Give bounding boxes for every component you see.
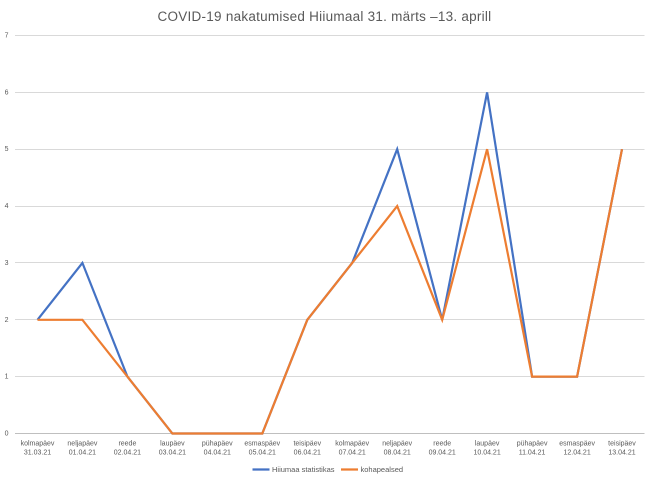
svg-text:2: 2 [5,317,9,324]
svg-text:07.04.21: 07.04.21 [339,450,366,457]
svg-text:05.04.21: 05.04.21 [249,450,276,457]
svg-text:4: 4 [5,203,9,210]
svg-text:reede: reede [433,441,451,448]
svg-text:laupäev: laupäev [160,441,185,448]
svg-text:kolmapäev: kolmapäev [335,441,369,448]
svg-text:7: 7 [5,33,9,40]
svg-text:5: 5 [5,146,9,153]
svg-text:11.04.21: 11.04.21 [519,450,546,457]
svg-text:04.04.21: 04.04.21 [204,450,231,457]
svg-text:02.04.21: 02.04.21 [114,450,141,457]
svg-text:Hiiumaa statistikas: Hiiumaa statistikas [272,465,335,474]
svg-text:09.04.21: 09.04.21 [429,450,456,457]
svg-text:kolmapäev: kolmapäev [21,441,55,448]
svg-text:1: 1 [5,374,9,381]
svg-text:6: 6 [5,89,9,96]
svg-text:reede: reede [118,441,136,448]
svg-text:COVID-19 nakatumised Hiiumaal: COVID-19 nakatumised Hiiumaal 31. märts … [158,9,492,24]
svg-text:laupäev: laupäev [475,441,500,448]
svg-text:10.04.21: 10.04.21 [473,450,500,457]
svg-text:06.04.21: 06.04.21 [294,450,321,457]
svg-text:neljapäev: neljapäev [67,441,97,448]
svg-text:01.04.21: 01.04.21 [69,450,96,457]
svg-text:esmaspäev: esmaspäev [244,441,280,448]
svg-text:pühapäev: pühapäev [517,441,548,448]
svg-text:13.04.21: 13.04.21 [608,450,635,457]
svg-text:kohapealsed: kohapealsed [361,465,404,474]
svg-text:12.04.21: 12.04.21 [563,450,590,457]
svg-text:teisipäev: teisipäev [608,441,636,448]
svg-text:teisipäev: teisipäev [293,441,321,448]
svg-text:03.04.21: 03.04.21 [159,450,186,457]
svg-text:esmaspäev: esmaspäev [559,441,595,448]
svg-text:3: 3 [5,260,9,267]
svg-text:0: 0 [5,431,9,438]
svg-text:neljapäev: neljapäev [382,441,412,448]
svg-text:31.03.21: 31.03.21 [24,450,51,457]
svg-text:08.04.21: 08.04.21 [384,450,411,457]
svg-text:pühapäev: pühapäev [202,441,233,448]
